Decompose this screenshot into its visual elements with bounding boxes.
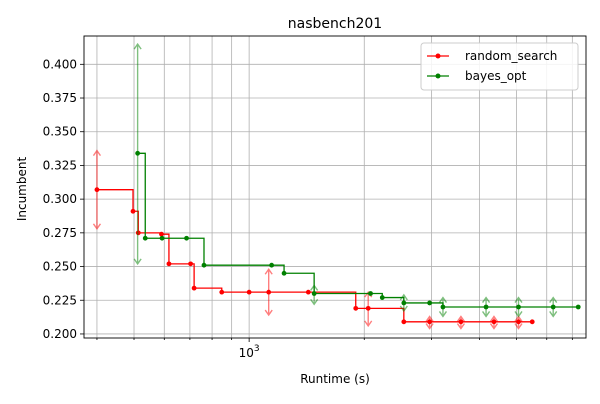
error-bar-arrow-down [514, 323, 523, 330]
y-tick-label: 0.275 [43, 226, 77, 240]
error-bar-arrow-up [489, 315, 499, 322]
error-bar-arrow-down [425, 323, 434, 330]
data-point-bayes-opt [368, 291, 373, 296]
data-point-random-search [353, 305, 359, 311]
error-bar-arrow-down [364, 320, 373, 328]
error-bar-arrow-down [549, 311, 558, 318]
plot-frame [83, 35, 587, 339]
data-point-random-search [246, 289, 252, 295]
data-point-random-search [130, 208, 136, 214]
series-layer [92, 42, 581, 330]
error-bar-arrow-up [549, 296, 558, 303]
y-tick-label: 0.400 [43, 57, 77, 71]
error-bar-arrow-up [456, 315, 465, 322]
legend: random_search bayes_opt [420, 42, 579, 91]
data-point-random-search [458, 319, 464, 325]
y-tick-label: 0.250 [43, 260, 77, 274]
y-axis-label: Incumbent [15, 157, 29, 222]
error-bar-arrow-up [514, 296, 523, 303]
legend-label-random-search: random_search [465, 49, 557, 63]
data-point-bayes-opt [281, 270, 287, 276]
error-bar-arrow-down [399, 305, 408, 313]
data-point-random-search [401, 319, 407, 325]
error-bar-arrow-down [310, 298, 319, 306]
error-bar-arrow-down [514, 311, 523, 318]
data-point-bayes-opt [184, 235, 189, 241]
error-bar-arrow-up [438, 296, 448, 303]
error-bar-arrow-down [264, 309, 273, 317]
data-point-bayes-opt [311, 291, 317, 296]
error-bar-arrow-up [264, 268, 273, 275]
data-point-bayes-opt [440, 304, 446, 310]
chart-title: nasbench201 [288, 16, 382, 32]
data-point-random-search [219, 289, 225, 295]
data-point-bayes-opt [142, 235, 148, 241]
y-axis: 0.200 0.225 0.250 0.275 0.300 0.325 0.350 0.375… [43, 57, 84, 341]
data-point-bayes-opt [201, 262, 207, 268]
data-point-random-search [491, 319, 497, 325]
error-bar-arrow-up [133, 42, 142, 50]
error-bar-arrow-up [92, 149, 102, 156]
data-point-random-search [365, 305, 371, 311]
legend-label-bayes-opt: bayes_opt [465, 69, 527, 83]
data-point-random-search [166, 261, 172, 267]
data-point-bayes-opt [575, 304, 581, 310]
x-axis-label: Runtime (s) [300, 372, 370, 386]
data-point-bayes-opt [483, 304, 489, 310]
data-point-random-search [94, 187, 100, 193]
data-point-random-search [188, 261, 194, 267]
y-tick-label: 0.325 [43, 158, 77, 172]
data-point-bayes-opt [135, 150, 141, 156]
y-tick-label: 0.225 [43, 293, 77, 307]
legend-marker-random-search [435, 53, 441, 59]
data-point-bayes-opt [379, 295, 385, 300]
legend-marker-bayes-opt [435, 73, 441, 79]
data-point-random-search [305, 289, 311, 295]
error-bar-arrow-down [489, 323, 499, 330]
y-tick-label: 0.300 [43, 192, 77, 206]
data-point-bayes-opt [550, 304, 556, 310]
data-point-random-search [427, 319, 433, 325]
error-bar-arrow-down [481, 311, 491, 318]
error-bar-arrow-down [92, 223, 102, 231]
data-point-bayes-opt [427, 300, 433, 306]
error-bar-arrow-down [133, 258, 142, 266]
data-point-bayes-opt [516, 304, 521, 310]
y-tick-label: 0.350 [43, 125, 77, 139]
data-point-bayes-opt [269, 262, 275, 268]
data-point-bayes-opt [401, 300, 407, 306]
series-bayes-opt [133, 42, 581, 318]
data-point-random-search [266, 289, 272, 295]
x-tick-label: 103 [239, 344, 260, 360]
legend-frame [420, 42, 579, 91]
data-point-random-search [516, 319, 521, 325]
data-point-random-search [191, 285, 197, 291]
data-point-bayes-opt [159, 235, 165, 241]
data-point-random-search [159, 231, 164, 237]
error-bar-arrow-up [425, 315, 434, 322]
data-point-random-search [529, 319, 535, 325]
error-bar-arrow-down [456, 323, 465, 330]
series-line-bayes-opt [137, 152, 579, 308]
error-bar-arrow-up [481, 296, 491, 303]
y-tick-label: 0.375 [43, 91, 77, 105]
y-tick-label: 0.200 [43, 327, 77, 341]
error-bar-arrow-down [438, 311, 448, 318]
